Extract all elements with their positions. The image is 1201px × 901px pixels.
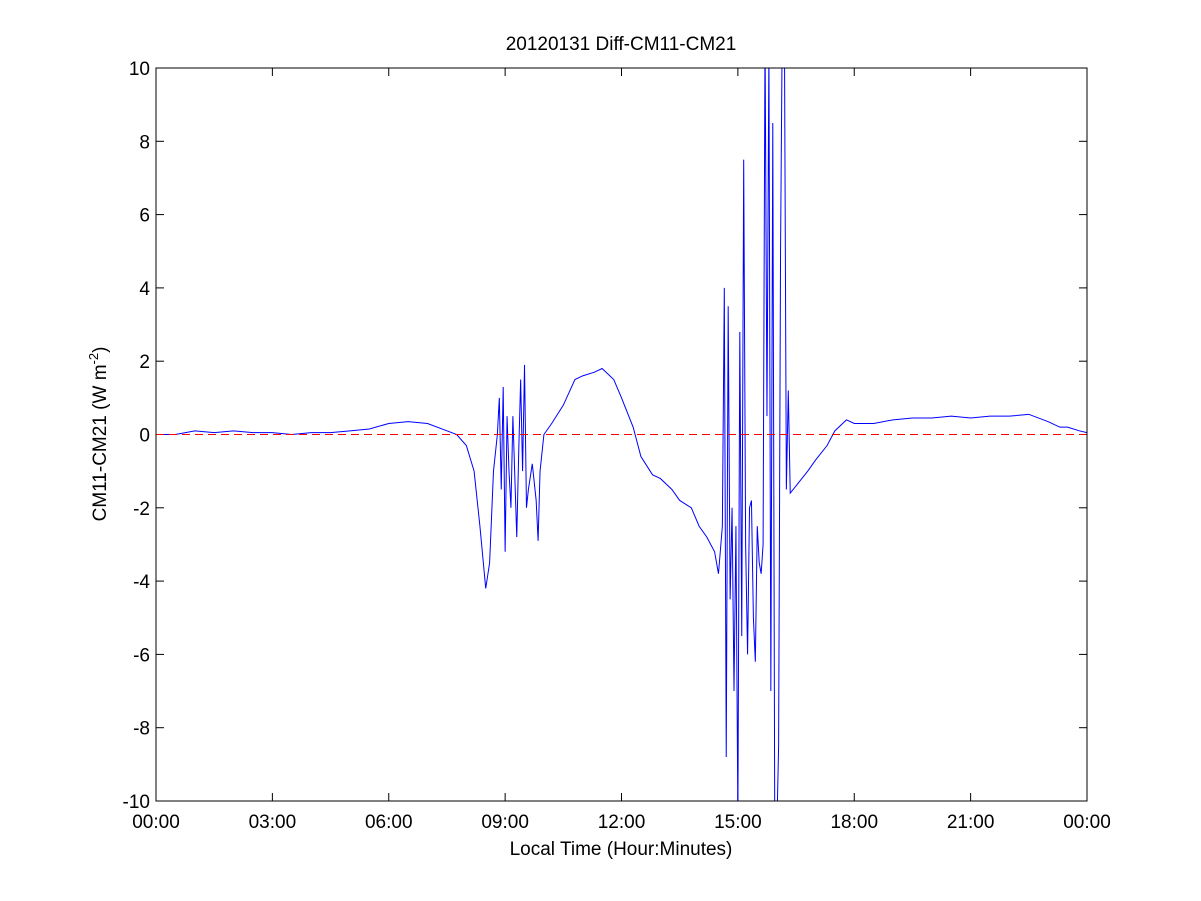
x-tick-label: 18:00 — [830, 812, 878, 833]
y-label-text: CM11-CM21 (W m — [90, 364, 111, 521]
x-axis-label: Local Time (Hour:Minutes) — [510, 839, 733, 860]
plot-frame — [155, 67, 1088, 802]
y-tick-label: -4 — [133, 572, 150, 593]
x-tick-label: 15:00 — [714, 812, 762, 833]
y-tick-label: 10 — [129, 59, 150, 80]
y-tick-label: 4 — [139, 279, 150, 300]
plot-area — [156, 68, 1087, 801]
x-tick-label: 09:00 — [481, 812, 529, 833]
x-tick-label: 00:00 — [1063, 812, 1111, 833]
y-axis-label: CM11-CM21 (W m-2) — [86, 347, 111, 522]
y-tick-label: -6 — [133, 645, 150, 666]
y-label-superscript: -2 — [86, 353, 101, 365]
y-tick-label: 2 — [139, 352, 150, 373]
x-tick-label: 06:00 — [365, 812, 413, 833]
y-tick-label: -2 — [133, 499, 150, 520]
data-line — [156, 68, 1087, 801]
x-tick-label: 00:00 — [132, 812, 180, 833]
y-label-suffix: ) — [90, 347, 111, 353]
x-tick-label: 12:00 — [598, 812, 646, 833]
y-tick-label: -10 — [123, 792, 150, 813]
y-tick-label: -8 — [133, 719, 150, 740]
y-tick-label: 0 — [139, 426, 150, 447]
y-tick-label: 8 — [139, 132, 150, 153]
y-tick-label: 6 — [139, 206, 150, 227]
x-tick-label: 21:00 — [947, 812, 995, 833]
chart-title: 20120131 Diff-CM11-CM21 — [506, 34, 737, 55]
x-tick-label: 03:00 — [249, 812, 297, 833]
